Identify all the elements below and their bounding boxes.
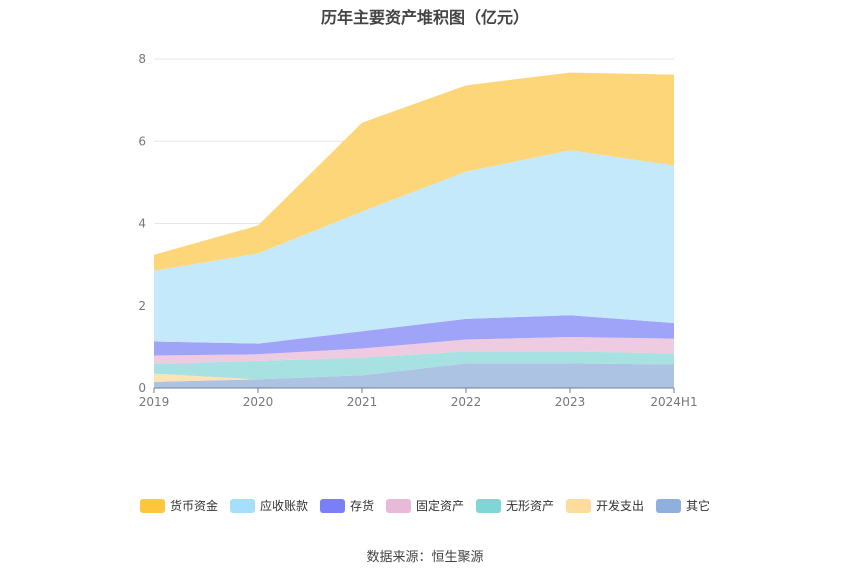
area-1 [154,363,674,382]
x-tick-label: 2022 [451,395,482,409]
legend-label: 开发支出 [596,499,645,513]
area-5 [154,150,674,344]
legend-item[interactable]: 应收账款 [229,497,308,514]
legend-swatch [319,498,345,513]
chart-title: 历年主要资产堆积图（亿元） [320,8,529,27]
legend-swatch [385,498,411,513]
area-2 [154,351,674,380]
area-4 [154,315,674,356]
x-tick-label: 2020 [243,395,274,409]
legend-swatch [656,498,682,513]
legend-label: 应收账款 [259,499,308,513]
area-6 [154,72,674,271]
legend-swatch [476,498,501,513]
legend-item[interactable]: 货币资金 [139,497,218,514]
legend-item[interactable]: 固定资产 [385,497,464,514]
legend-item[interactable]: 存货 [319,497,374,514]
x-tick-label: 2024H1 [650,395,697,409]
y-tick-label: 8 [138,52,146,66]
legend-label: 存货 [349,499,374,513]
area-3 [154,337,674,364]
legend-label: 无形资产 [506,499,555,513]
y-tick-label: 0 [138,381,146,395]
x-tick-label: 2021 [347,395,378,409]
y-tick-label: 4 [138,217,146,231]
legend-item[interactable]: 开发支出 [566,497,644,514]
y-tick-label: 2 [138,299,146,313]
legend-label: 固定资产 [415,499,464,513]
legend-swatch [229,498,255,513]
y-tick-label: 6 [138,134,146,148]
legend-label: 货币资金 [169,499,218,513]
legend-swatch [139,498,165,513]
legend-item[interactable]: 无形资产 [476,497,554,514]
x-tick-label: 2023 [555,395,586,409]
x-tick-label: 2019 [139,395,170,409]
legend-swatch [566,498,592,513]
legend-label: 其它 [686,499,711,513]
area-0 [154,363,674,388]
legend: 货币资金 应收账款 存货 固定资产 无形资产 开发支出 其它 [0,497,850,514]
source-note: 数据来源：恒生聚源 [366,550,484,565]
legend-item[interactable]: 其它 [656,497,710,514]
